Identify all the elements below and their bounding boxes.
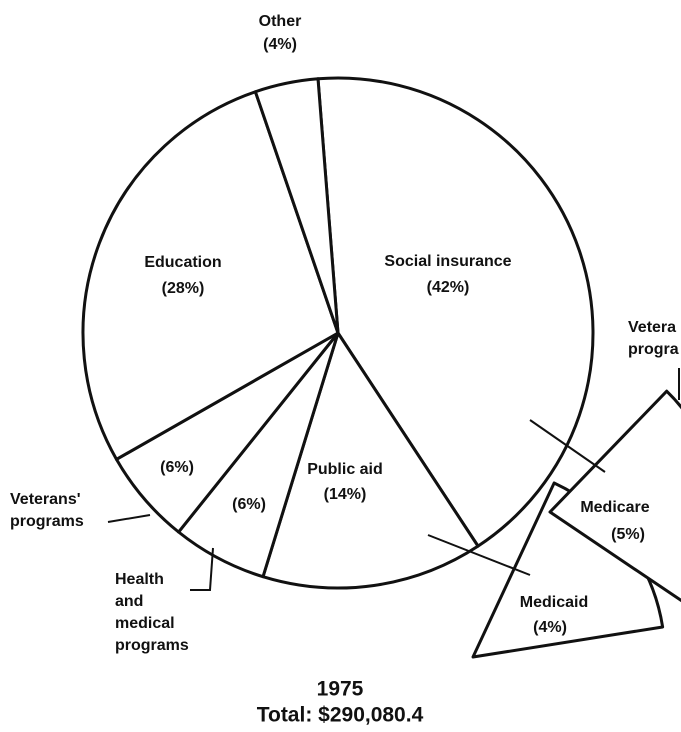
slice-value-label: (4%) [263,36,297,53]
chart-title: 1975 [317,678,364,701]
detail-value-label: (4%) [533,619,567,636]
detail-label: Medicare [580,499,649,516]
pie [81,76,595,590]
slice-value-label: (28%) [162,280,205,297]
leader-line [107,514,151,523]
slice-label: Other [259,13,302,30]
detail-value-label: (5%) [611,526,645,543]
slice-value-label: (6%) [160,459,194,476]
chart-subtitle: Total: $290,080.4 [257,704,424,727]
leader-line [529,419,606,473]
pie-slice [261,331,480,590]
slice-label: Public aid [307,461,383,478]
annotation: Vetera [628,319,676,336]
leader-line [427,534,531,576]
pie-slice [316,76,595,548]
pie-slice [81,90,340,461]
slice-value-label: (42%) [427,279,470,296]
slice-value-label: (14%) [324,486,367,503]
slice-value-label: (6%) [232,496,266,513]
pie-slice [253,77,340,335]
slice-label: Social insurance [384,253,511,270]
annotation: progra [628,341,679,358]
slice-label: Veterans' programs [10,491,84,530]
detail-wedge [548,389,681,603]
slice-label: Health and medical programs [115,571,189,654]
detail-label: Medicaid [520,594,588,611]
leader-line [190,547,214,591]
slice-label: Education [144,254,221,271]
